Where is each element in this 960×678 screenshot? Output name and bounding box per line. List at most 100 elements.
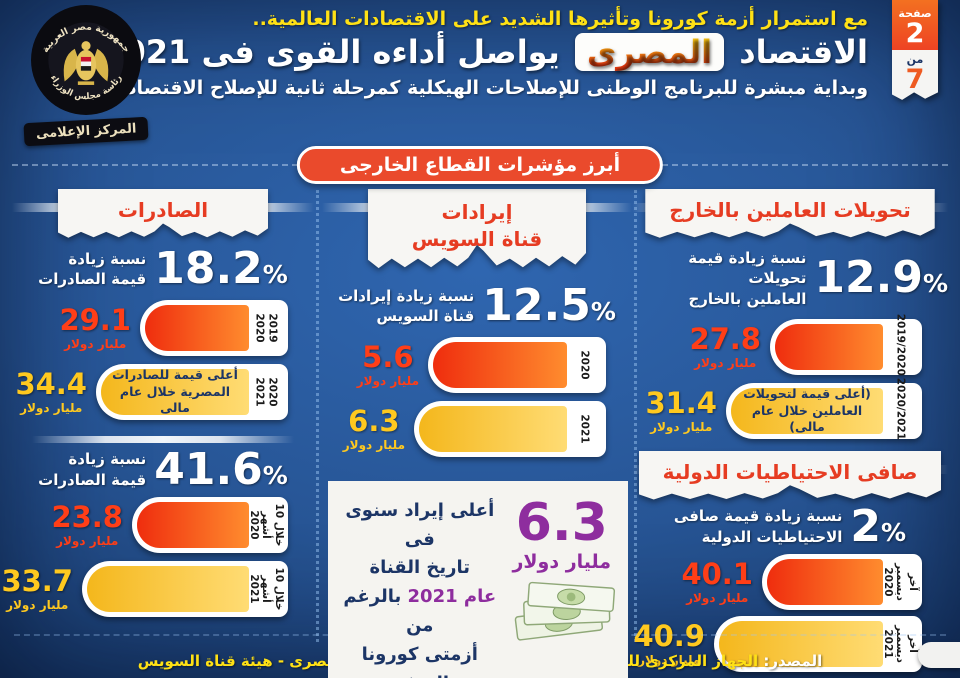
bar-unit: مليار دولار — [686, 590, 749, 605]
column-divider — [634, 190, 637, 642]
bar-fill — [719, 620, 883, 667]
card-big-number: 6.3 — [515, 492, 608, 553]
percent-sign: % — [262, 460, 288, 490]
column-suez: إيرادات قناة السويس نسبة زيادة إيرادات ق… — [322, 185, 632, 678]
page-word: صفحة — [898, 7, 932, 20]
metric-label: نسبة زيادة قيمة الصادرات — [38, 450, 147, 489]
bar-row: 5.6 مليار دولار 2020 — [322, 336, 632, 393]
card-line: عام 2021 بالرغم من — [336, 583, 504, 641]
card-line: تاريخ القناة — [369, 557, 471, 579]
bar-number: 40.1 — [681, 556, 753, 591]
page-number: 2 — [905, 18, 925, 49]
corner-decoration — [918, 642, 960, 668]
tab-label: 2019 2020 — [254, 313, 279, 343]
suez-highlight-card: أعلى إيراد سنوى فى تاريخ القناة عام 2021… — [328, 480, 628, 678]
metric-number: 12.5 — [482, 280, 591, 331]
bar-value: 6.3 مليار دولار — [342, 406, 405, 452]
title-highlight-box: المصرى — [574, 33, 725, 71]
bar-value: 27.8 مليار دولار — [689, 321, 761, 370]
bar-fill — [145, 304, 249, 351]
section-banner: أبرز مؤشرات القطاع الخارجى — [296, 146, 664, 184]
bar-fill — [767, 558, 883, 605]
bar-year-tab: خلال 10 أشهر 2021 — [248, 566, 285, 612]
bar-year-tab: 2019/2020 — [883, 313, 917, 375]
metric-label: نسبة زيادة قيمة الصادرات — [38, 249, 147, 288]
bar-year-tab: خلال 10 أشهر 2020 — [248, 502, 285, 548]
bar-value: 29.1 مليار دولار — [59, 302, 131, 351]
tagline: مع استمرار أزمة كورونا وتأثيرها الشديد ع… — [252, 8, 868, 30]
bar-exports-10m-2021: خلال 10 أشهر 2021 — [82, 560, 288, 617]
bar-unit: مليار دولار — [342, 437, 405, 452]
bar-value: 31.4 مليار دولار — [645, 385, 717, 434]
bar-number: 29.1 — [59, 302, 131, 337]
remittances-metric: نسبة زيادة قيمة تحويلات العاملين بالخارج… — [632, 248, 948, 309]
metric-value: 12.5 % — [482, 280, 616, 331]
suez-title: إيرادات قناة السويس — [367, 189, 587, 269]
tab-label: 2020 2021 — [254, 377, 279, 407]
metric-label: نسبة زيادة إيرادات قناة السويس — [338, 286, 475, 325]
bar-row: 34.4 مليار دولار أعلى قيمة للصادرات المص… — [12, 363, 314, 420]
bar-exports-2020-2021: أعلى قيمة للصادرات المصرية خلال عام مالى… — [96, 363, 288, 420]
bar-unit: مليار دولار — [56, 533, 119, 548]
bar-row: 40.1 مليار دولار آخر ديسمبر 2020 — [632, 553, 948, 610]
bar-unit: مليار دولار — [694, 355, 757, 370]
bar-value: 40.1 مليار دولار — [681, 556, 753, 605]
title-pre: الاقتصاد — [739, 33, 868, 71]
percent-sign: % — [881, 517, 907, 547]
metric-value: 12.9 % — [814, 256, 948, 300]
bar-year-tab: 2020 — [567, 342, 601, 388]
page-total: 7 — [905, 64, 925, 95]
main-title: الاقتصاد المصرى يواصل أداءه القوى فى 202… — [101, 33, 868, 71]
bar-unit: مليار دولار — [650, 419, 713, 434]
bar-number: 27.8 — [689, 321, 761, 356]
bar-year-tab: 2020 2021 — [249, 369, 283, 415]
state-emblem-icon: جمهورية مصر العربية رئاسة مجلس الوزراء — [31, 5, 141, 115]
bar-unit: مليار دولار — [64, 336, 127, 351]
bar-fill — [433, 341, 567, 388]
bar-fill: أعلى قيمة للصادرات المصرية خلال عام مالى — [101, 367, 249, 415]
bar-fill — [419, 405, 567, 452]
bar-row: 6.3 مليار دولار 2021 — [322, 400, 632, 457]
section-banner-row: أبرز مؤشرات القطاع الخارجى — [0, 146, 960, 184]
bar-row: 23.8 مليار دولار خلال 10 أشهر 2020 — [12, 496, 314, 553]
bar-value: 5.6 مليار دولار — [356, 339, 419, 388]
percent-sign: % — [922, 269, 948, 299]
metric-number: 2 — [850, 500, 882, 552]
metric-value: 41.6 % — [154, 447, 288, 491]
bar-row: 33.7 مليار دولار خلال 10 أشهر 2021 — [1, 560, 314, 617]
section-divider — [32, 435, 294, 443]
tab-label: 2019/2020 — [894, 313, 907, 376]
tab-label: خلال 10 أشهر 2021 — [247, 567, 285, 611]
money-stack-icon — [514, 581, 615, 641]
bar-number: 31.4 — [645, 385, 717, 420]
metric-label: نسبة زيادة قيمة صافى الاحتياطيات الدولية — [673, 507, 843, 546]
title-highlight: المصرى — [586, 33, 713, 71]
tab-label: آخر ديسمبر 2020 — [881, 562, 919, 601]
bar-row: 27.8 مليار دولار 2019/2020 — [632, 313, 948, 376]
bar-year-tab: آخر ديسمبر 2020 — [882, 559, 919, 605]
column-exports: الصادرات نسبة زيادة قيمة الصادرات 18.2 %… — [1, 185, 314, 617]
bar-remittances-2019-2020: 2019/2020 — [770, 313, 922, 376]
bar-year-tab: 2021 — [567, 406, 601, 452]
metric-number: 18.2 — [154, 243, 263, 294]
percent-sign: % — [262, 260, 288, 289]
bar-number: 5.6 — [362, 339, 414, 374]
bar-value: 34.4 مليار دولار — [15, 369, 87, 414]
bar-number: 23.8 — [51, 499, 123, 534]
card-highlight: عام 2021 — [407, 586, 497, 608]
bar-fill — [87, 565, 249, 612]
bar-exports-10m-2020: خلال 10 أشهر 2020 — [132, 496, 288, 553]
government-logo: جمهورية مصر العربية رئاسة مجلس الوزراء ا… — [20, 4, 152, 147]
metric-value: 2 % — [850, 500, 907, 552]
bar-unit: مليار دولار — [638, 652, 701, 667]
bar-annotation: (أعلى قيمة لتحويلات العاملين خلال عام ما… — [743, 386, 871, 434]
bar-annotation: أعلى قيمة للصادرات المصرية خلال عام مالى — [112, 367, 238, 415]
bar-fill: (أعلى قيمة لتحويلات العاملين خلال عام ما… — [731, 386, 883, 434]
source-label: المصدر: — [763, 652, 823, 670]
tab-label: 2020/2021 — [894, 377, 907, 440]
subtitle: وبداية مبشرة للبرنامج الوطنى للإصلاحات ا… — [109, 77, 868, 99]
page-badge-bottom: من 7 — [892, 50, 938, 100]
bar-unit: مليار دولار — [356, 373, 419, 388]
exports-header: الصادرات — [12, 189, 314, 242]
suez-card-value: 6.3 مليار دولار — [504, 497, 620, 645]
